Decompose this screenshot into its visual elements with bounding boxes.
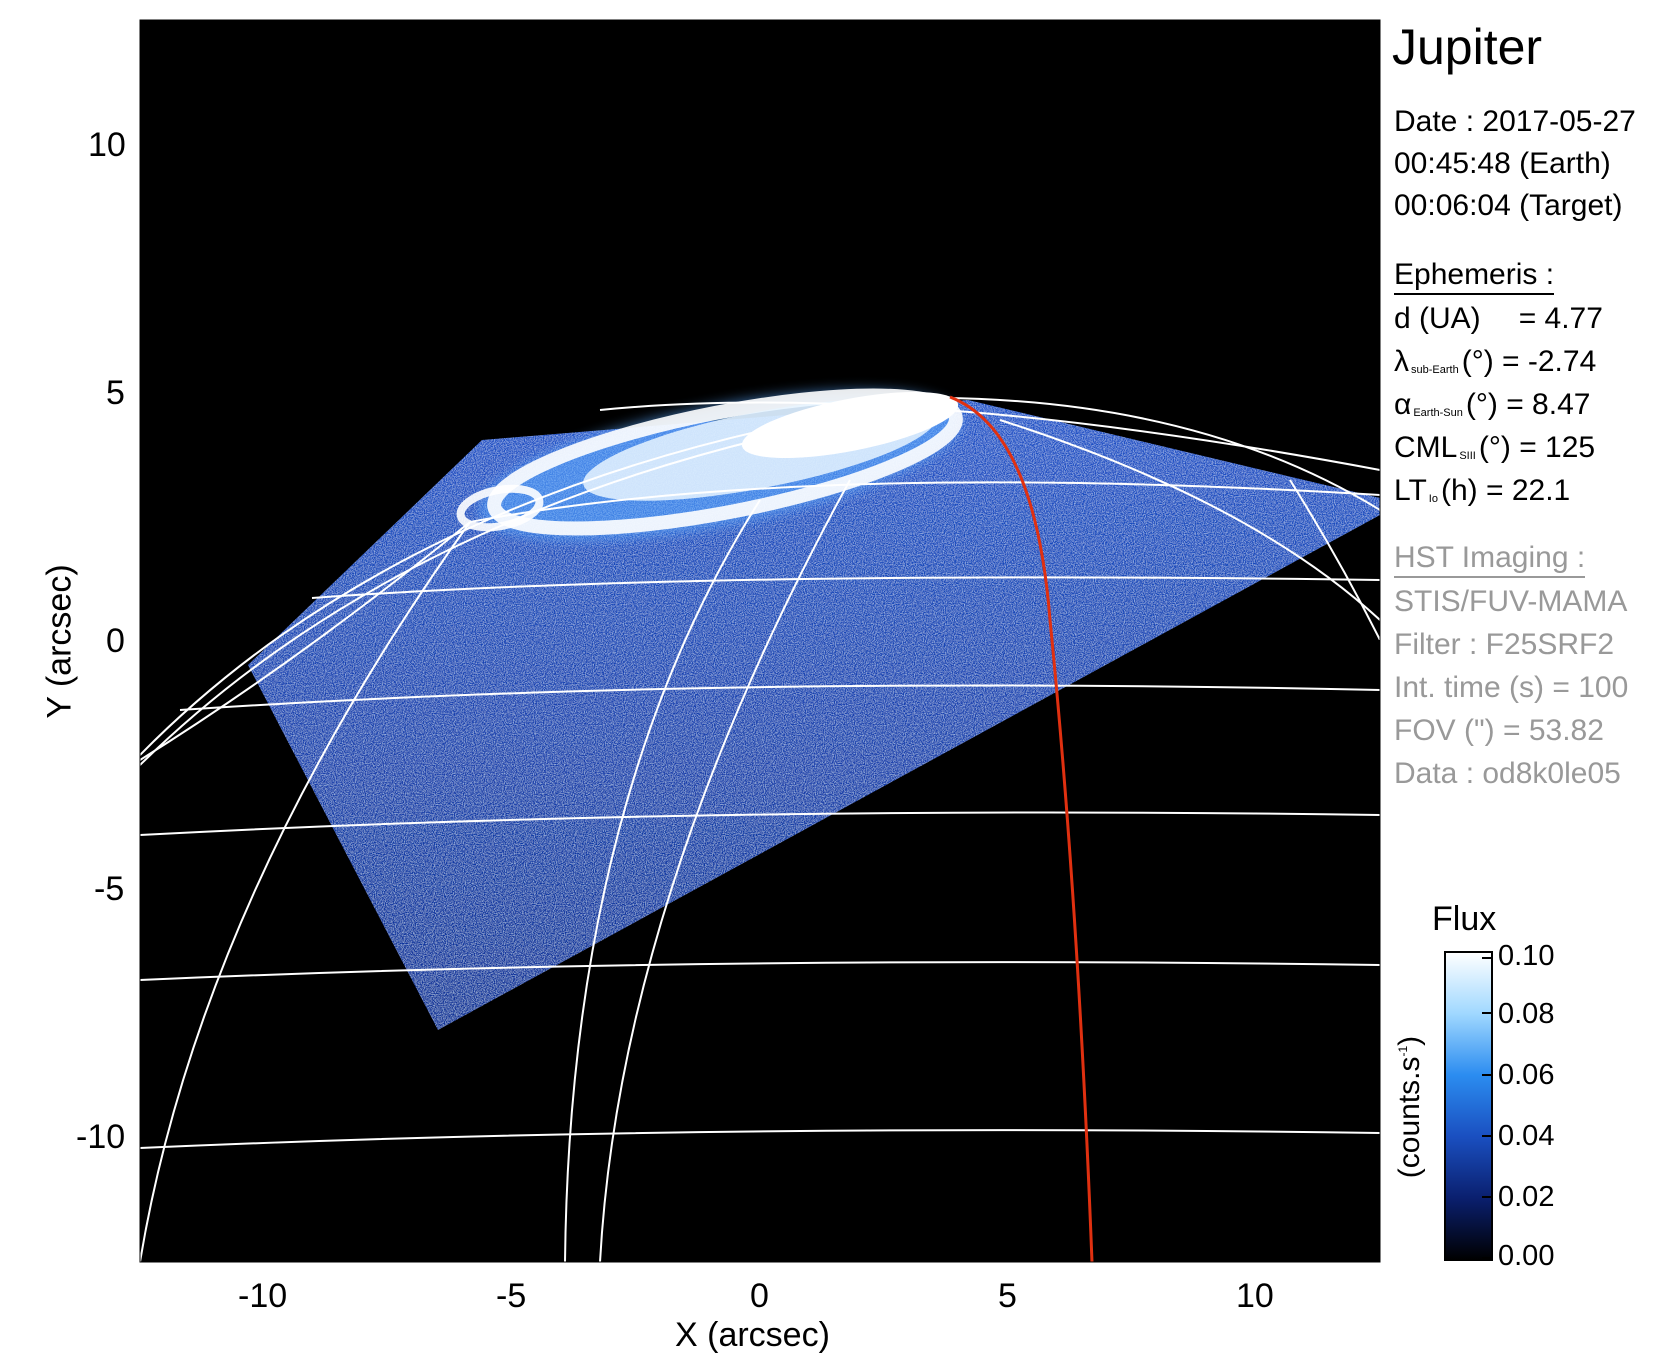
y-tick-label: 0	[106, 622, 125, 660]
distance-value: = 4.77	[1518, 302, 1603, 335]
detector-field	[248, 400, 1380, 1030]
y-tick-label: 10	[88, 126, 126, 164]
colorbar-tick-label: 0.08	[1498, 998, 1555, 1030]
time-earth: 00:45:48 (Earth)	[1394, 147, 1611, 180]
y-tick-label: -10	[76, 1118, 126, 1156]
cml-line: CML SIII (°) = 125	[1394, 431, 1595, 465]
lat-symbol: λ	[1394, 345, 1409, 378]
ephemeris-header: Ephemeris :	[1394, 258, 1555, 295]
x-tick-label: -5	[496, 1277, 527, 1315]
lt-symbol: LT	[1394, 474, 1427, 507]
y-tick-label: -5	[94, 870, 125, 908]
hst-filter: Filter : F25SRF2	[1394, 628, 1615, 661]
colorbar-unit-end: )	[1393, 1035, 1426, 1046]
lt-subscript: Io	[1428, 493, 1438, 505]
x-axis-label: X (arcsec)	[675, 1316, 830, 1354]
colorbar-unit-sup: -1	[1396, 1045, 1410, 1057]
cml-value: = 125	[1519, 431, 1596, 464]
distance-label: d (UA)	[1394, 302, 1481, 335]
phase-value: = 8.47	[1506, 388, 1591, 421]
lt-io-line: LT Io (h) = 22.1	[1394, 474, 1570, 508]
lt-value: = 22.1	[1486, 474, 1571, 507]
hst-header-text: HST Imaging :	[1394, 541, 1586, 578]
reference-meridian	[949, 395, 1094, 1262]
distance-line: d (UA) = 4.77	[1394, 302, 1603, 336]
phase-angle-line: α Earth-Sun (°) = 8.47	[1394, 388, 1590, 422]
cml-unit: (°)	[1478, 431, 1511, 464]
cml-symbol: CML	[1394, 431, 1458, 464]
longitude-grid	[140, 396, 1380, 1262]
colorbar-tick-label: 0.06	[1498, 1059, 1555, 1091]
x-ticks	[263, 20, 1257, 1262]
cml-subscript: SIII	[1459, 450, 1476, 462]
x-tick-label: -10	[238, 1277, 288, 1315]
y-axis-label: Y (arcsec)	[40, 564, 79, 719]
phase-subscript: Earth-Sun	[1413, 407, 1463, 419]
ephemeris-header-text: Ephemeris :	[1394, 258, 1555, 295]
x-tick-label: 10	[1236, 1277, 1274, 1315]
colorbar-unit-label: (counts.s-1)	[1393, 1017, 1427, 1197]
hst-fov: FOV (") = 53.82	[1394, 714, 1604, 747]
lat-unit: (°)	[1461, 345, 1494, 378]
hst-int-time: Int. time (s) = 100	[1394, 671, 1629, 704]
hst-header: HST Imaging :	[1394, 541, 1586, 578]
colorbar-tick-label: 0.00	[1498, 1240, 1555, 1272]
lt-unit: (h)	[1440, 474, 1478, 507]
date-label: Date :	[1394, 105, 1475, 138]
planet-title: Jupiter	[1392, 19, 1543, 75]
colorbar-ticks	[1482, 957, 1492, 1259]
y-tick-label: 5	[106, 374, 125, 412]
x-tick-label: 0	[750, 1277, 769, 1315]
colorbar-tick-label: 0.02	[1498, 1181, 1555, 1213]
colorbar-tick-label: 0.04	[1498, 1120, 1555, 1152]
plot-frame	[139, 19, 1381, 1263]
colorbar-unit-text: (counts.s	[1393, 1056, 1426, 1179]
phase-unit: (°)	[1465, 388, 1498, 421]
lat-value: = -2.74	[1502, 345, 1597, 378]
date-value: 2017-05-27	[1482, 105, 1636, 138]
hst-data-id: Data : od8k0le05	[1394, 757, 1621, 790]
colorbar	[1444, 951, 1493, 1261]
time-target: 00:06:04 (Target)	[1394, 189, 1623, 222]
hst-instrument: STIS/FUV-MAMA	[1394, 585, 1628, 618]
lat-sub-earth-line: λ sub-Earth (°) = -2.74	[1394, 345, 1596, 379]
x-tick-label: 5	[998, 1277, 1017, 1315]
lat-subscript: sub-Earth	[1411, 364, 1459, 376]
colorbar-title: Flux	[1432, 900, 1497, 938]
phase-symbol: α	[1394, 388, 1412, 421]
colorbar-tick-label: 0.10	[1498, 940, 1555, 972]
date-line: Date : 2017-05-27	[1394, 105, 1636, 139]
y-ticks	[140, 144, 1380, 1138]
